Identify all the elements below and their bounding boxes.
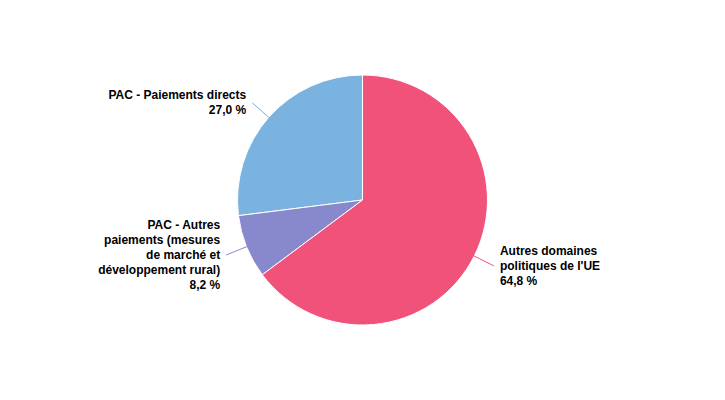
svg-text:PAC - Autrespaiements (mesures: PAC - Autrespaiements (mesuresde marché … — [98, 218, 220, 292]
svg-text:Autres domainespolitiques de l: Autres domainespolitiques de l'UE64,8 % — [500, 244, 600, 288]
svg-text:PAC - Paiements directs27,0 %: PAC - Paiements directs27,0 % — [108, 88, 246, 117]
